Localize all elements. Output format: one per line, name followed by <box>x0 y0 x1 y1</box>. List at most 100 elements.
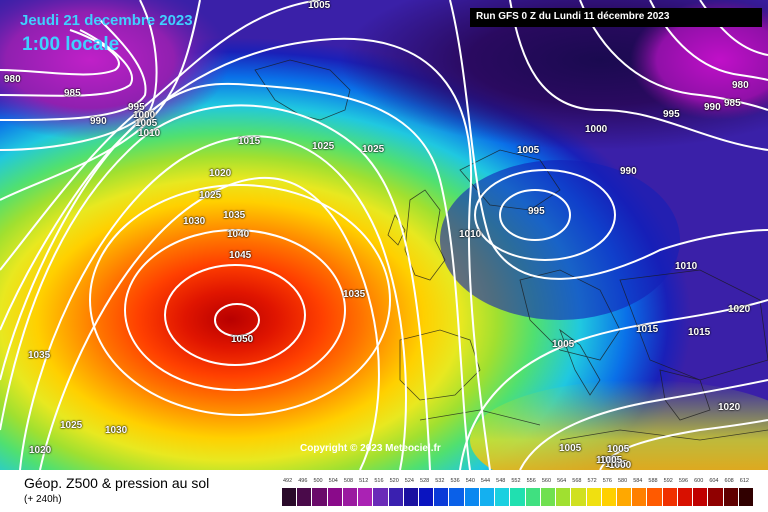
isobar-label: 980 <box>4 74 21 85</box>
legend-label: 556 <box>526 478 536 484</box>
isobar-label: 995 <box>528 206 545 217</box>
map-footer: Géop. Z500 & pression au sol (+ 240h) 49… <box>0 470 768 512</box>
forecast-time: 1:00 locale <box>22 34 120 55</box>
isobar-label: 1025 <box>312 141 335 152</box>
isobar-label: 1005 <box>600 455 623 466</box>
legend-label: 512 <box>359 478 369 484</box>
isobar-label: 1000 <box>585 124 608 135</box>
run-info-box <box>470 8 762 27</box>
legend-label: 612 <box>739 478 749 484</box>
isobar-label: 985 <box>64 88 81 99</box>
isobar-label: 1020 <box>29 445 52 456</box>
isobar-label: 1050 <box>231 334 254 345</box>
isobar-label: 1015 <box>688 327 711 338</box>
legend-swatch <box>434 488 450 506</box>
isobar-label: 1035 <box>223 210 246 221</box>
legend-swatch <box>312 488 328 506</box>
isobar-label: 1005 <box>605 459 628 470</box>
isobar-label: 990 <box>620 166 637 177</box>
isobar-label: 1020 <box>209 168 232 179</box>
legend-swatch <box>616 488 633 506</box>
isobar-label: 1030 <box>183 216 206 227</box>
legend-label: 508 <box>343 478 354 484</box>
geopotential-field <box>0 0 768 470</box>
legend-swatch <box>373 488 389 506</box>
legend-swatch <box>525 488 541 506</box>
isobar-label: 1010 <box>675 261 698 272</box>
legend-swatch <box>647 488 663 506</box>
isobar-label: 1010 <box>138 128 161 139</box>
legend-swatch <box>738 488 754 506</box>
legend-label: 584 <box>633 478 643 484</box>
legend-swatch <box>723 488 739 506</box>
isobar-label: 1000 <box>133 110 156 121</box>
legend-label: 564 <box>557 478 567 484</box>
legend-label: 572 <box>587 478 597 484</box>
legend-label: 540 <box>465 478 475 484</box>
legend-label: 492 <box>283 478 293 484</box>
legend-swatch <box>297 488 313 506</box>
legend-label: 520 <box>389 478 399 484</box>
isobar-label: 1005 <box>559 443 582 454</box>
isobar-label: 1005 <box>596 455 619 466</box>
weather-map: 1005 980 985 990 995 1000 1005 1010 1015 1025 1025… <box>0 0 768 470</box>
legend-label: 560 <box>541 478 552 484</box>
legend-swatch <box>540 488 557 506</box>
legend-swatch <box>342 488 359 506</box>
isobar-label: 1025 <box>362 144 385 155</box>
legend-swatch <box>586 488 602 506</box>
legend-label: 496 <box>298 478 308 484</box>
color-legend: 492 496 500 504 508 512 516 520 524 528 532 536 540 5… <box>282 478 754 508</box>
legend-label: 548 <box>496 478 506 484</box>
legend-swatch <box>662 488 678 506</box>
isobar-label: 1010 <box>459 229 482 240</box>
isobar-label: 1025 <box>60 420 83 431</box>
product-title: Géop. Z500 & pression au sol <box>24 475 210 491</box>
forecast-date: Jeudi 21 decembre 2023 <box>20 12 193 29</box>
isobar-label: 1005 <box>552 339 575 350</box>
isobar-label: 995 <box>663 109 680 120</box>
legend-swatch <box>464 488 480 506</box>
isobar-label: 1000 <box>609 460 632 470</box>
legend-label: 500 <box>313 478 323 484</box>
isobar-label: 980 <box>732 80 749 91</box>
legend-swatch <box>479 488 496 506</box>
legend-swatch <box>388 488 404 506</box>
isobar-label: 1045 <box>229 250 252 261</box>
copyright: Copyright © 2023 Meteociel.fr <box>300 443 441 454</box>
forecast-range: (+ 240h) <box>24 494 62 505</box>
legend-label: 588 <box>648 478 658 484</box>
legend-label: 596 <box>678 478 689 484</box>
isobar-label: 1020 <box>728 304 751 315</box>
coastlines <box>254 59 768 441</box>
legend-label: 532 <box>435 478 445 484</box>
legend-label: 504 <box>328 478 338 484</box>
legend-label: 516 <box>374 478 384 484</box>
legend-swatch <box>449 488 465 506</box>
isobar-label: 1005 <box>308 0 331 11</box>
legend-swatch <box>358 488 374 506</box>
isobar-label: 990 <box>704 102 721 113</box>
isobar-label: 1025 <box>199 190 222 201</box>
legend-swatch <box>571 488 587 506</box>
legend-swatch <box>419 488 435 506</box>
isobar-label: 1015 <box>636 324 659 335</box>
isobar-label: 1005 <box>517 145 540 156</box>
isobar-label: 1040 <box>227 229 250 240</box>
legend-label: 576 <box>602 478 612 484</box>
legend-swatch <box>403 488 420 506</box>
isobar-label: 985 <box>724 98 741 109</box>
legend-label: 568 <box>572 478 582 484</box>
isobars <box>0 0 768 470</box>
isobar-label: 990 <box>90 116 107 127</box>
legend-label: 528 <box>420 478 430 484</box>
legend-swatch <box>708 488 724 506</box>
legend-swatch <box>510 488 526 506</box>
legend-label: 580 <box>617 478 628 484</box>
isobar-label: 1015 <box>238 136 261 147</box>
isobar-label: 1030 <box>105 425 128 436</box>
legend-swatch <box>327 488 343 506</box>
legend-labels: 492 496 500 504 508 512 516 520 524 528 532 536 540 5… <box>282 478 754 488</box>
legend-label: 608 <box>724 478 734 484</box>
run-info: Run GFS 0 Z du Lundi 11 décembre 2023 <box>476 11 670 22</box>
